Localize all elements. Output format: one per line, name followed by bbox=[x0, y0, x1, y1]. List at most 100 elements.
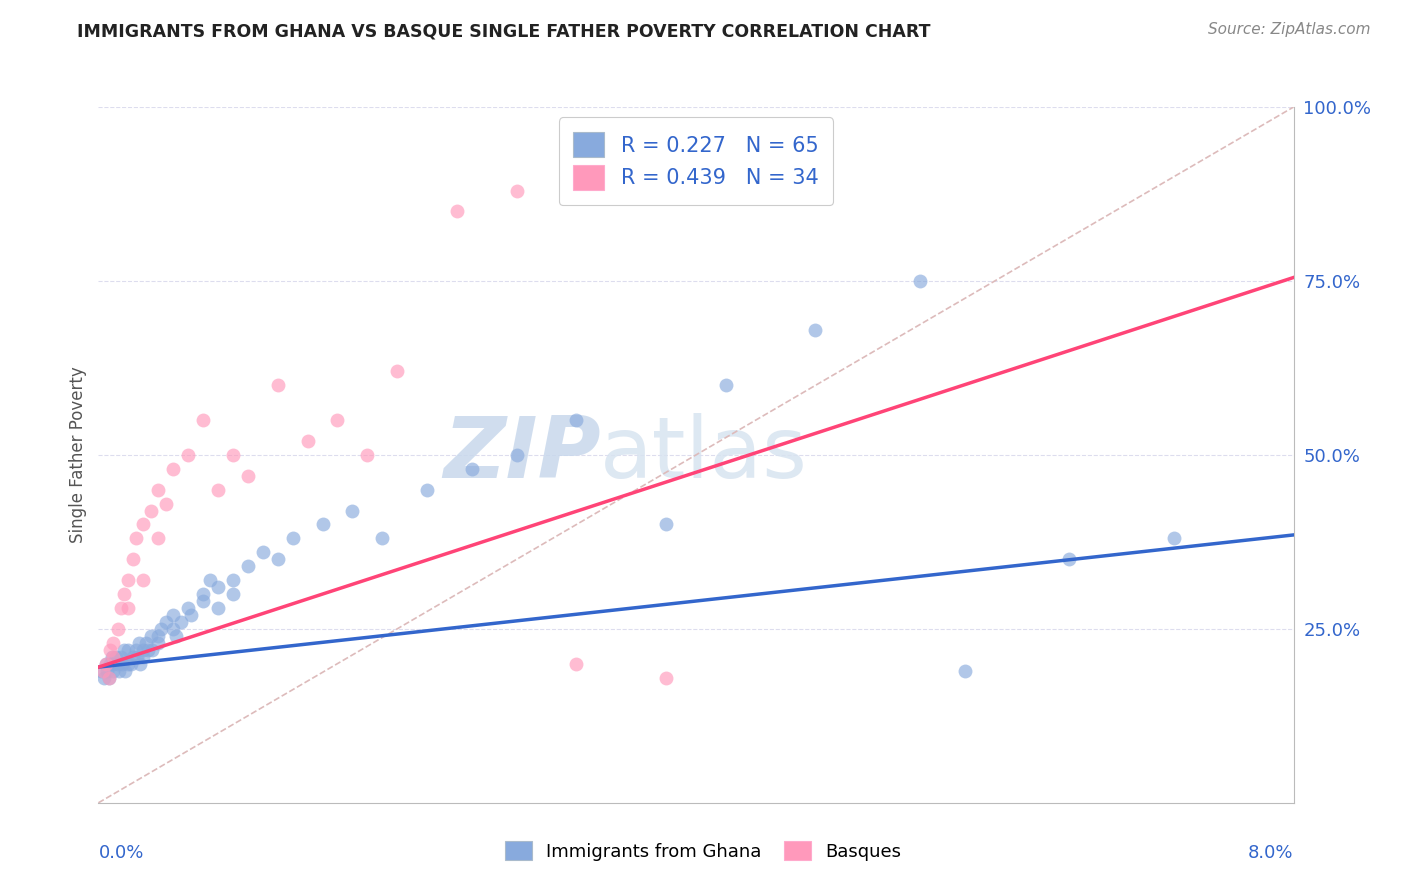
Point bbox=[127, 649, 149, 664]
Point bbox=[107, 657, 129, 671]
Legend: Immigrants from Ghana, Basques: Immigrants from Ghana, Basques bbox=[496, 832, 910, 870]
Legend: R = 0.227   N = 65, R = 0.439   N = 34: R = 0.227 N = 65, R = 0.439 N = 34 bbox=[558, 118, 834, 205]
Point bbox=[371, 532, 394, 546]
Point bbox=[191, 594, 214, 608]
Point bbox=[297, 434, 319, 448]
Point bbox=[252, 545, 274, 559]
Text: 8.0%: 8.0% bbox=[1249, 845, 1294, 863]
Point bbox=[416, 483, 439, 497]
Point bbox=[267, 552, 290, 566]
Point bbox=[110, 649, 132, 664]
Point bbox=[103, 657, 125, 671]
Point bbox=[97, 671, 120, 685]
Point bbox=[506, 448, 529, 462]
Point bbox=[267, 378, 290, 392]
Point bbox=[148, 629, 170, 643]
Point bbox=[177, 448, 200, 462]
Point bbox=[112, 587, 135, 601]
Point bbox=[132, 649, 155, 664]
Point bbox=[132, 573, 155, 587]
Point bbox=[107, 622, 129, 636]
Point bbox=[281, 532, 304, 546]
Text: atlas: atlas bbox=[600, 413, 808, 497]
Point bbox=[94, 657, 117, 671]
Point bbox=[148, 636, 170, 650]
Point bbox=[91, 664, 114, 678]
Point bbox=[180, 607, 202, 622]
Point bbox=[356, 448, 378, 462]
Point bbox=[236, 559, 259, 574]
Point bbox=[112, 642, 135, 657]
Point bbox=[177, 601, 200, 615]
Point bbox=[121, 552, 143, 566]
Point bbox=[132, 642, 155, 657]
Point bbox=[125, 532, 148, 546]
Point bbox=[128, 636, 150, 650]
Text: 0.0%: 0.0% bbox=[98, 845, 143, 863]
Point bbox=[236, 468, 259, 483]
Point bbox=[1059, 552, 1081, 566]
Point bbox=[108, 664, 131, 678]
Point bbox=[96, 664, 118, 678]
Point bbox=[207, 601, 229, 615]
Point bbox=[101, 649, 124, 664]
Point bbox=[94, 657, 117, 671]
Point bbox=[191, 587, 214, 601]
Point bbox=[565, 413, 588, 427]
Point bbox=[98, 642, 122, 657]
Point bbox=[129, 657, 152, 671]
Point bbox=[117, 657, 139, 671]
Point bbox=[804, 323, 827, 337]
Point bbox=[655, 517, 678, 532]
Point bbox=[342, 503, 364, 517]
Point bbox=[120, 657, 142, 671]
Point bbox=[207, 483, 229, 497]
Point bbox=[162, 607, 184, 622]
Point bbox=[714, 378, 737, 392]
Point bbox=[93, 671, 115, 685]
Point bbox=[135, 636, 157, 650]
Point bbox=[148, 483, 170, 497]
Point bbox=[111, 657, 134, 671]
Point bbox=[141, 642, 163, 657]
Point bbox=[908, 274, 931, 288]
Point bbox=[110, 601, 132, 615]
Point bbox=[103, 636, 125, 650]
Point bbox=[311, 517, 333, 532]
Point bbox=[136, 642, 159, 657]
Point bbox=[103, 664, 125, 678]
Point bbox=[98, 657, 122, 671]
Point bbox=[162, 462, 184, 476]
Point bbox=[461, 462, 484, 476]
Point bbox=[222, 587, 245, 601]
Point bbox=[326, 413, 349, 427]
Point bbox=[132, 517, 155, 532]
Point bbox=[97, 671, 120, 685]
Text: IMMIGRANTS FROM GHANA VS BASQUE SINGLE FATHER POVERTY CORRELATION CHART: IMMIGRANTS FROM GHANA VS BASQUE SINGLE F… bbox=[77, 22, 931, 40]
Text: Source: ZipAtlas.com: Source: ZipAtlas.com bbox=[1208, 22, 1371, 37]
Point bbox=[155, 615, 177, 629]
Point bbox=[162, 622, 184, 636]
Point bbox=[207, 580, 229, 594]
Point bbox=[114, 664, 136, 678]
Point bbox=[125, 642, 148, 657]
Point bbox=[117, 601, 139, 615]
Point bbox=[148, 532, 170, 546]
Point bbox=[200, 573, 222, 587]
Point bbox=[506, 184, 529, 198]
Point bbox=[953, 664, 976, 678]
Point bbox=[222, 573, 245, 587]
Point bbox=[222, 448, 245, 462]
Point bbox=[117, 573, 139, 587]
Point bbox=[446, 204, 468, 219]
Point bbox=[139, 629, 162, 643]
Point bbox=[117, 642, 139, 657]
Point bbox=[121, 649, 143, 664]
Point bbox=[150, 622, 173, 636]
Point bbox=[385, 364, 409, 378]
Point bbox=[155, 497, 177, 511]
Point bbox=[565, 657, 588, 671]
Point bbox=[90, 664, 112, 678]
Y-axis label: Single Father Poverty: Single Father Poverty bbox=[69, 367, 87, 543]
Text: ZIP: ZIP bbox=[443, 413, 600, 497]
